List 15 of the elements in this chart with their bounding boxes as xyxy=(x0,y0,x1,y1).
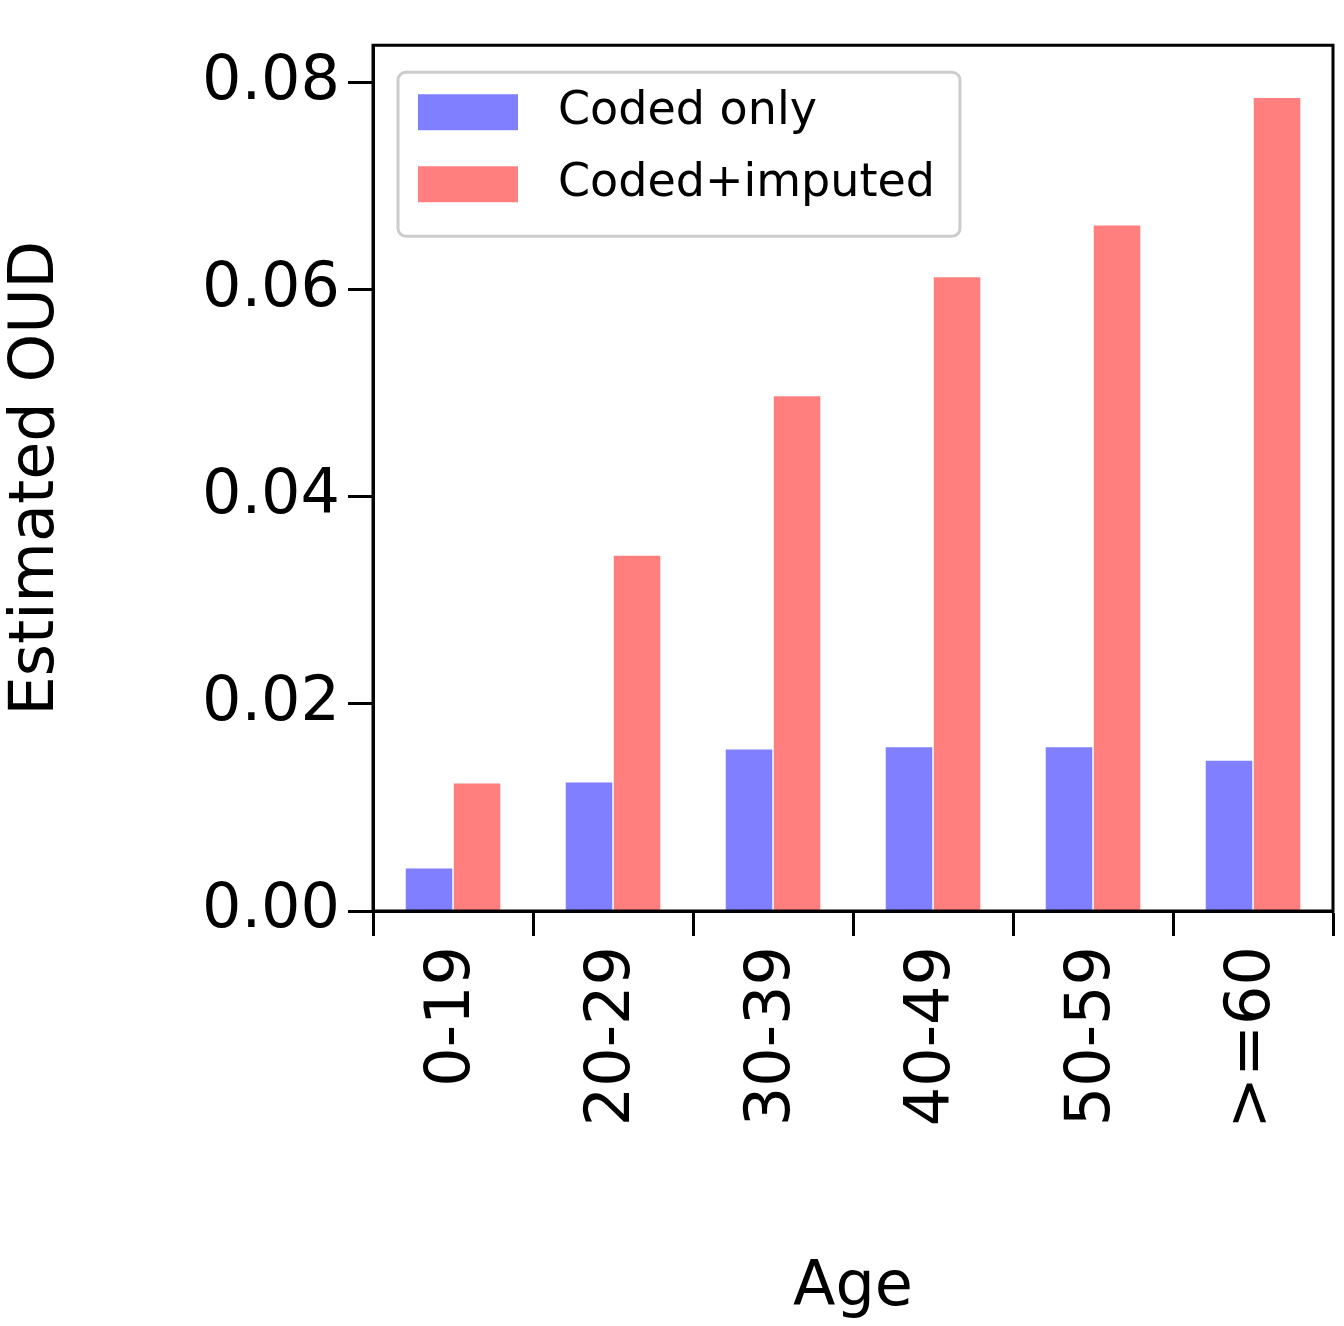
y-tick-label: 0.04 xyxy=(201,454,340,528)
y-tick-label: 0.06 xyxy=(201,247,340,321)
x-tick-label: 0-19 xyxy=(411,946,485,1087)
x-tick-label: 40-49 xyxy=(891,946,965,1127)
legend-label: Coded+imputed xyxy=(558,153,935,208)
x-axis-title: Age xyxy=(793,1246,913,1320)
y-tick-label: 0.00 xyxy=(201,869,340,943)
x-tick-label: 20-29 xyxy=(571,946,645,1127)
legend-label: Coded only xyxy=(558,81,817,136)
y-tick-label: 0.08 xyxy=(201,40,340,114)
x-tick-label: >=60 xyxy=(1211,946,1285,1129)
y-tick-label: 0.02 xyxy=(201,661,340,735)
y-axis-title: Estimated OUD xyxy=(0,240,69,716)
x-tick-label: 50-59 xyxy=(1051,946,1125,1127)
x-tick-label: 30-39 xyxy=(731,946,805,1127)
